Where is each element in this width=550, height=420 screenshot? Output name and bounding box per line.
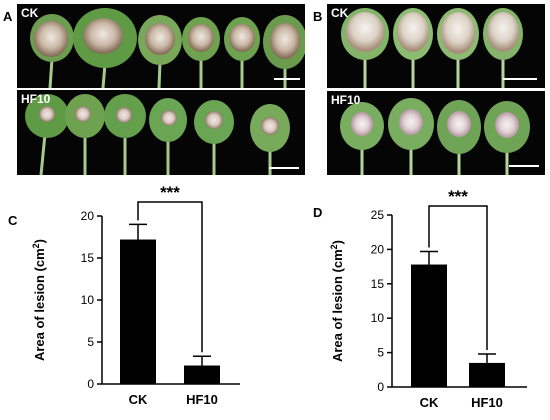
y-tick-label: 25 — [371, 208, 385, 222]
leaf — [483, 8, 523, 88]
leaf — [138, 15, 182, 88]
panel-letter-b: B — [313, 9, 323, 24]
bar-chart-d: 0 5 10 15 20 25 Area of lesion (cm2) CK HF10 *** — [329, 187, 527, 410]
panel-letter-d: D — [313, 205, 323, 220]
leaf — [25, 94, 69, 175]
leaf — [340, 102, 384, 175]
leaf — [263, 15, 305, 88]
leaf — [104, 94, 146, 175]
label-hf10: HF10 — [331, 93, 361, 107]
leaf — [30, 14, 74, 88]
chart-d: 0 5 10 15 20 25 Area of lesion (cm2) CK HF10 *** — [322, 178, 550, 415]
leaf — [149, 98, 187, 175]
leaf — [65, 94, 105, 175]
y-tick-label: 10 — [81, 293, 95, 307]
leaf — [194, 100, 234, 175]
significance-bracket — [428, 205, 488, 350]
y-tick-label: 5 — [377, 346, 384, 360]
leaf — [73, 8, 137, 88]
x-tick-label: CK — [420, 395, 439, 410]
photo-b-hf10: HF10 — [327, 91, 545, 175]
y-tick-label: 20 — [81, 209, 95, 223]
leaf — [393, 8, 433, 88]
y-axis-label: Area of lesion (cm2) — [31, 239, 47, 361]
x-tick-label: HF10 — [471, 395, 503, 410]
y-tick-label: 5 — [87, 335, 94, 349]
bar-ck — [411, 264, 447, 387]
leaf — [250, 104, 290, 175]
leaf-photo-b-hf10 — [340, 98, 530, 175]
x-tick-label: CK — [129, 392, 148, 407]
scale-bar — [509, 165, 539, 167]
leaf — [341, 8, 389, 88]
leaf — [388, 98, 434, 175]
panel-letter-c: C — [8, 213, 18, 228]
scale-bar — [274, 78, 300, 80]
y-tick-label: 20 — [371, 242, 385, 256]
y-tick-label: 15 — [371, 277, 385, 291]
x-tick-label: HF10 — [186, 392, 218, 407]
y-tick-label: 10 — [371, 311, 385, 325]
y-tick-label: 15 — [81, 251, 95, 265]
chart-c: 0 5 10 15 20 Area of lesion (cm2) CK HF10 *** — [20, 178, 270, 415]
label-ck: CK — [21, 6, 39, 20]
bar-hf10 — [184, 365, 220, 384]
leaf — [437, 100, 481, 175]
y-axis-label: Area of lesion (cm2) — [329, 240, 345, 362]
leaf — [224, 17, 260, 88]
bar-hf10 — [469, 362, 505, 387]
leaf — [484, 101, 530, 175]
bar-chart-c: 0 5 10 15 20 Area of lesion (cm2) CK HF10 *** — [31, 183, 240, 407]
leaf — [437, 8, 479, 88]
y-tick-label: 0 — [377, 380, 384, 394]
scale-bar — [503, 78, 537, 80]
scale-bar — [269, 167, 299, 169]
bar-ck — [120, 239, 156, 384]
leaf-photo-a-hf10 — [25, 94, 290, 175]
label-hf10: HF10 — [21, 92, 51, 106]
leaf-photo-b-ck — [341, 8, 523, 88]
leaf — [182, 17, 220, 88]
significance-bracket — [137, 201, 203, 353]
y-tick-label: 0 — [87, 377, 94, 391]
photo-b-ck: CK — [327, 4, 545, 88]
leaf-photo-a-ck — [30, 8, 305, 88]
panel-letter-a: A — [3, 9, 13, 24]
photo-a-hf10: HF10 — [17, 90, 305, 175]
label-ck: CK — [331, 6, 349, 20]
photo-a-ck: CK — [17, 4, 305, 88]
significance-marker: *** — [448, 187, 468, 206]
significance-marker: *** — [160, 183, 180, 202]
